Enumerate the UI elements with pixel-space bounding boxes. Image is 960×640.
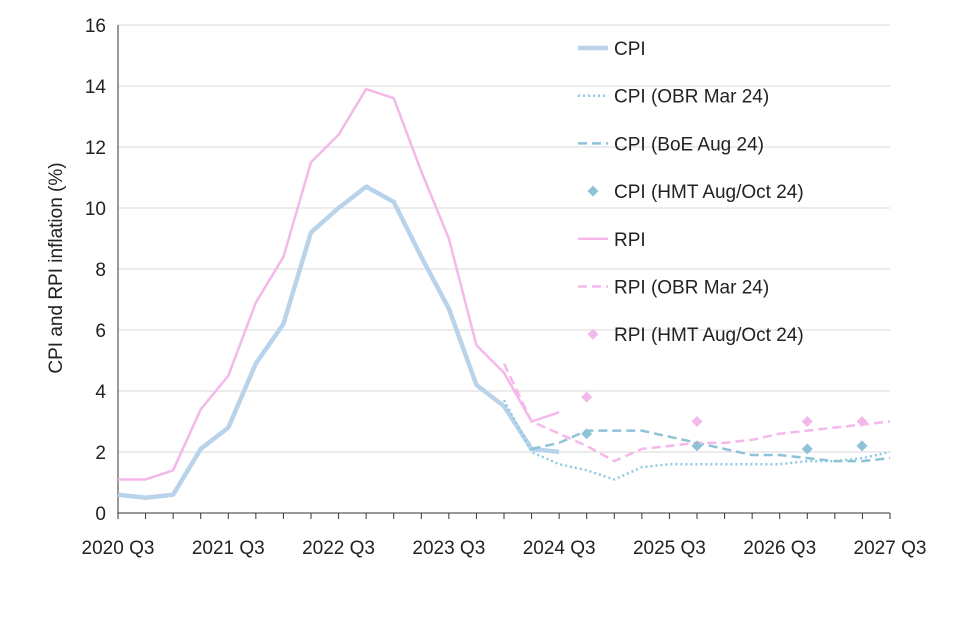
y-tick-label: 4 [95, 382, 106, 403]
marker-rpi-hmt-aug-oct-24 [801, 416, 813, 427]
series-markers [581, 391, 868, 455]
y-tick-label: 2 [95, 443, 106, 464]
line-cpi-obr-mar-24 [502, 399, 891, 481]
x-tick-label: 2020 Q3 [82, 538, 155, 559]
x-tick-label: 2024 Q3 [523, 538, 596, 559]
legend-label-rpi: RPI [614, 230, 646, 251]
line-cpi-boe-aug-24 [531, 429, 891, 463]
legend-label-cpi: CPI [614, 39, 646, 60]
y-tick-label: 8 [95, 260, 106, 281]
y-tick-label: 10 [85, 199, 106, 220]
x-tick-label: 2027 Q3 [854, 538, 927, 559]
y-tick-label: 14 [85, 77, 107, 98]
line-cpi [117, 184, 560, 500]
marker-rpi-hmt-aug-oct-24 [691, 416, 703, 427]
marker-rpi-hmt-aug-oct-24 [581, 391, 593, 403]
series-lines [117, 87, 891, 500]
marker-cpi-hmt-aug-oct-24 [581, 428, 593, 440]
y-tick-label: 12 [85, 138, 106, 159]
marker-cpi-hmt-aug-oct-24 [856, 440, 868, 452]
y-axis-title: CPI and RPI inflation (%) [46, 162, 67, 373]
marker-cpi-hmt-aug-oct-24 [801, 443, 813, 455]
gridlines [118, 24, 890, 453]
legend-label-rpi-hmt-aug-oct-24: RPI (HMT Aug/Oct 24) [614, 325, 804, 346]
legend: CPI CPI (OBR Mar 24) CPI (BoE Aug 24) CPI (… [578, 39, 804, 346]
axes: 0 2 4 6 8 10 12 14 16 2020 Q3 2021 Q3 2022 Q3 2023 Q… [82, 16, 927, 559]
y-tick-label: 0 [95, 504, 106, 525]
y-tick-label: 16 [85, 16, 106, 37]
marker-cpi-hmt-aug-oct-24 [691, 440, 703, 452]
x-tick-label: 2025 Q3 [633, 538, 706, 559]
marker-rpi-hmt-aug-oct-24 [856, 416, 868, 427]
legend-swatch-rpi-hmt-aug-oct-24 [587, 328, 599, 340]
legend-swatch-cpi-hmt-aug-oct-24 [587, 185, 599, 197]
legend-label-rpi-obr-mar-24: RPI (OBR Mar 24) [614, 278, 769, 299]
line-rpi [118, 87, 560, 481]
x-tick-label: 2021 Q3 [192, 538, 265, 559]
y-tick-label: 6 [95, 321, 106, 342]
legend-label-cpi-boe-aug-24: CPI (BoE Aug 24) [614, 134, 764, 155]
legend-label-cpi-hmt-aug-oct-24: CPI (HMT Aug/Oct 24) [614, 182, 804, 203]
x-tick-label: 2023 Q3 [412, 538, 485, 559]
x-tick-label: 2022 Q3 [302, 538, 375, 559]
x-tick-label: 2026 Q3 [743, 538, 816, 559]
legend-label-cpi-obr-mar-24: CPI (OBR Mar 24) [614, 87, 769, 108]
